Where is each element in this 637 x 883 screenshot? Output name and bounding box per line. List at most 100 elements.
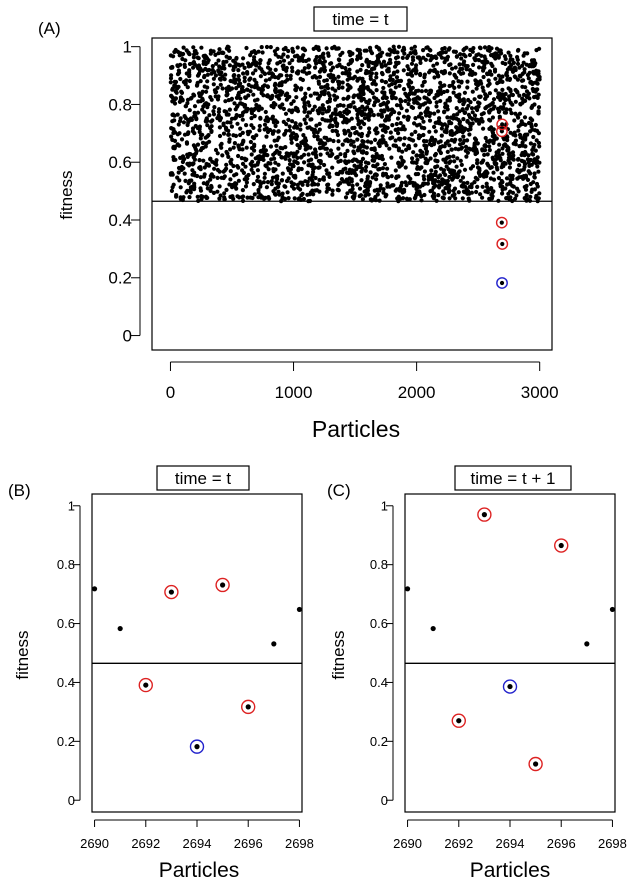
background-point [170,119,175,124]
background-point [314,61,319,66]
background-point [338,152,343,157]
background-point [438,139,443,144]
background-point [168,53,173,58]
background-point [416,114,422,119]
background-point [500,79,505,84]
background-point [470,71,475,76]
background-point [457,109,462,114]
background-point [521,60,526,65]
background-point [504,72,509,77]
background-point [274,180,279,185]
background-point [283,145,288,150]
background-point [242,104,247,109]
background-point [431,63,436,68]
background-point [418,60,423,65]
x-tick-label: 2692 [131,836,160,851]
background-point [434,104,439,109]
background-point [445,115,450,120]
background-point [199,197,204,202]
background-point [505,195,510,200]
background-point [526,160,531,165]
background-point [320,85,325,90]
background-point [438,166,444,171]
background-point [192,157,197,162]
background-point [436,121,442,126]
background-point [497,48,502,53]
data-point [117,625,123,632]
background-point [489,72,494,77]
background-point [298,127,303,132]
background-point [179,52,185,57]
background-point [526,76,531,81]
background-point [522,115,528,120]
red-ring-marker [164,584,179,600]
background-point [232,101,237,106]
background-point [394,121,399,127]
background-point [346,182,351,187]
background-point [182,114,187,119]
background-point [408,87,413,93]
background-point [491,170,496,175]
background-point [259,195,264,200]
background-point [471,148,476,153]
background-point [175,142,180,148]
background-point [170,185,175,190]
background-point [370,158,375,163]
background-point [191,45,196,50]
y-tick-label: 0 [381,793,388,808]
background-point [498,158,503,163]
background-point [378,183,383,188]
x-tick-label: 2696 [234,836,263,851]
background-point [271,129,276,134]
background-point [457,84,462,89]
background-point [323,146,328,151]
background-point [396,161,401,166]
background-point [187,118,192,123]
background-point [171,130,176,136]
background-point [360,150,365,155]
background-point [262,150,267,155]
background-point [208,51,213,56]
background-point [237,63,242,68]
background-point [469,190,474,195]
background-point [447,196,452,201]
background-point [250,159,255,164]
background-point [202,174,207,179]
background-point [193,113,198,118]
background-point [182,132,188,137]
background-point [280,195,285,200]
background-point [422,126,427,131]
y-tick-label: 1 [381,498,388,513]
background-point [300,182,305,187]
background-point [332,44,337,50]
background-point [382,109,387,114]
data-point [271,641,277,647]
background-point [454,125,459,130]
background-point [283,46,288,52]
background-point [295,45,300,50]
background-point [358,125,363,130]
background-point [461,126,466,131]
background-point [258,148,263,154]
background-point [205,68,210,73]
background-point [212,70,217,75]
background-point [296,168,301,173]
background-point [422,95,427,100]
background-point [464,45,469,50]
background-point [486,78,491,83]
background-point [417,105,422,110]
background-point [358,94,363,99]
background-point [513,99,518,104]
background-point [367,126,372,131]
background-point [198,188,204,193]
background-point [506,152,511,157]
background-point [198,175,203,180]
background-point [279,178,284,183]
background-point [402,136,407,141]
background-point [510,173,515,178]
background-point [452,85,457,90]
background-point [245,71,250,76]
background-point [268,144,274,149]
background-point [192,52,197,57]
background-point [252,192,257,197]
